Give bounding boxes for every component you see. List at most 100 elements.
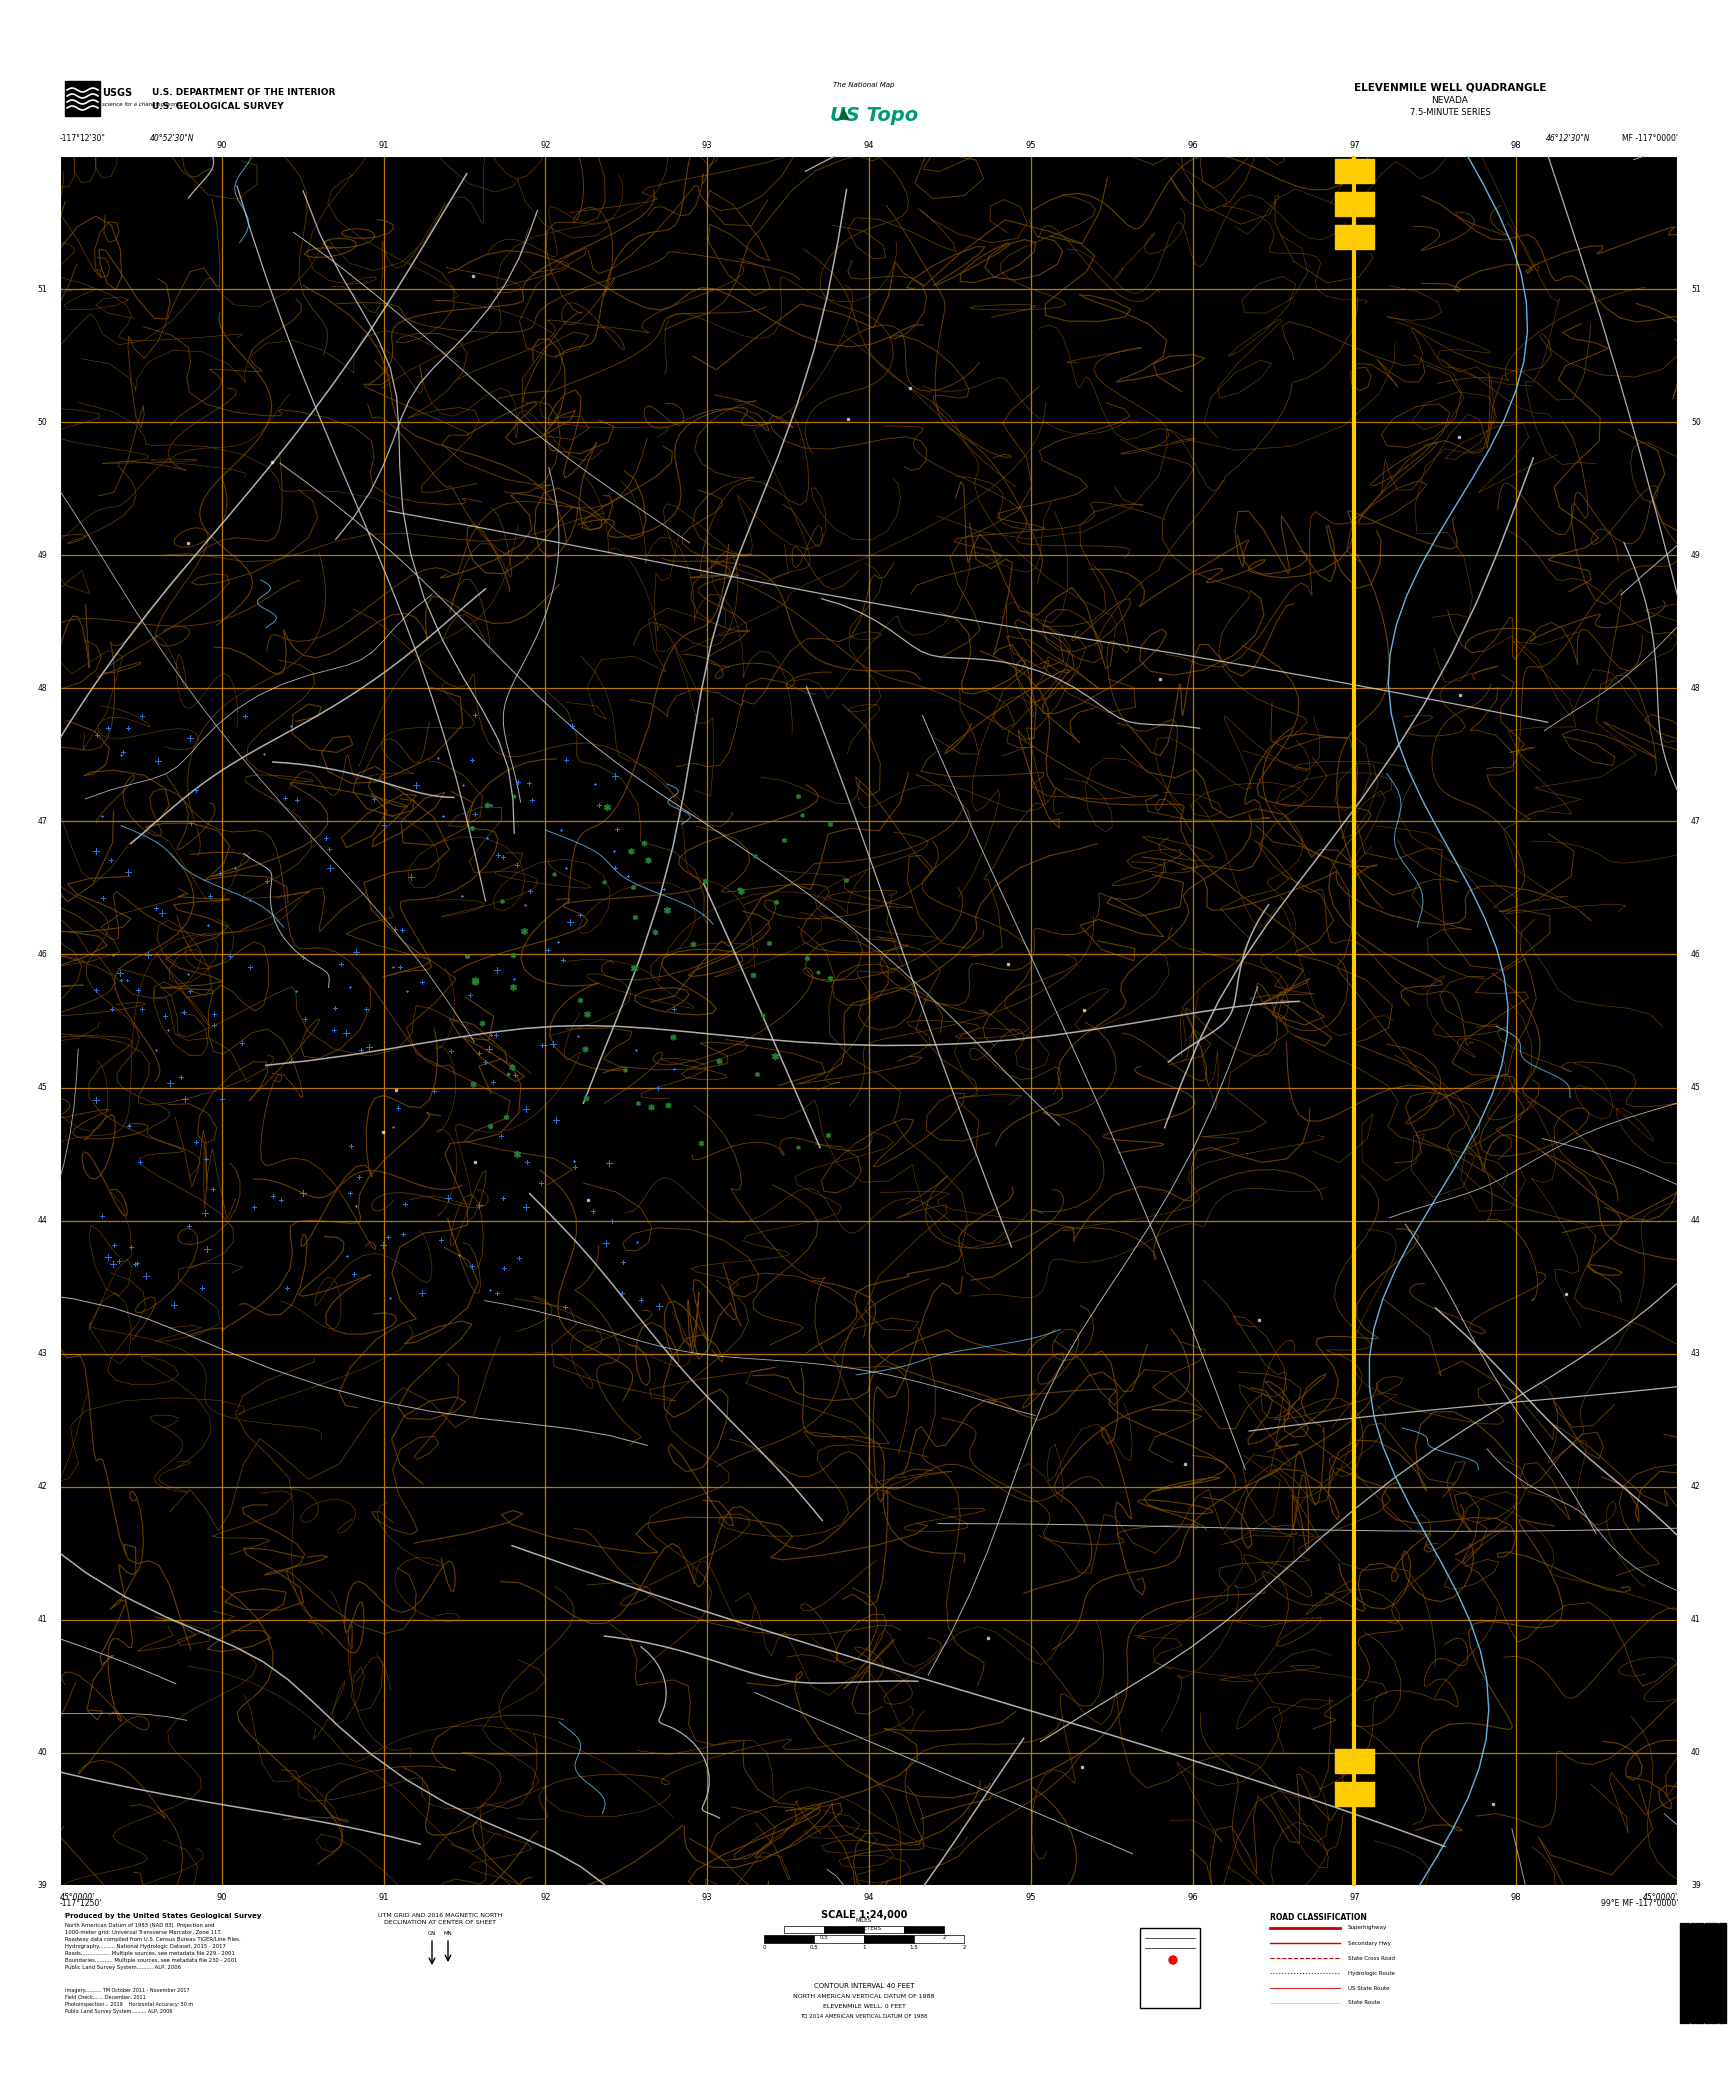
Text: 45°0000': 45°0000' bbox=[60, 1892, 95, 1902]
Text: ▲: ▲ bbox=[838, 106, 850, 121]
Bar bbox=[904, 1925, 943, 1933]
Text: 46: 46 bbox=[38, 950, 47, 958]
Text: 96: 96 bbox=[1187, 140, 1198, 150]
Text: 0: 0 bbox=[783, 1936, 786, 1940]
Text: 90: 90 bbox=[216, 1892, 226, 1902]
Text: 43: 43 bbox=[1692, 1349, 1700, 1357]
Text: 94: 94 bbox=[864, 140, 874, 150]
Text: 96: 96 bbox=[1187, 1892, 1198, 1902]
Text: 45: 45 bbox=[1692, 1084, 1700, 1092]
Text: State Cross Road: State Cross Road bbox=[1348, 1956, 1394, 1961]
Text: 98: 98 bbox=[1510, 140, 1522, 150]
Text: State Route: State Route bbox=[1348, 2000, 1381, 2004]
Text: 46°12'30"N: 46°12'30"N bbox=[1547, 134, 1590, 142]
Text: 92: 92 bbox=[541, 140, 551, 150]
Text: 90: 90 bbox=[216, 140, 226, 150]
Text: KILOMETERS: KILOMETERS bbox=[847, 1925, 881, 1931]
Bar bbox=[1336, 226, 1374, 248]
Circle shape bbox=[1170, 1956, 1177, 1965]
Text: Secondary Hwy: Secondary Hwy bbox=[1348, 1940, 1391, 1946]
Text: 43: 43 bbox=[38, 1349, 47, 1357]
Text: 1: 1 bbox=[862, 1936, 866, 1940]
Bar bbox=[764, 1936, 814, 1944]
Text: 1.5: 1.5 bbox=[900, 1936, 909, 1940]
Text: -117°1250': -117°1250' bbox=[60, 1898, 102, 1908]
Text: Superhighway: Superhighway bbox=[1348, 1925, 1388, 1931]
Text: 41: 41 bbox=[1692, 1616, 1700, 1624]
Text: U.S. GEOLOGICAL SURVEY: U.S. GEOLOGICAL SURVEY bbox=[152, 102, 283, 111]
Text: US Topo: US Topo bbox=[829, 106, 918, 125]
Text: 39: 39 bbox=[38, 1881, 47, 1890]
Text: 40°52'30"N: 40°52'30"N bbox=[149, 134, 194, 142]
Text: Imagery........... TM October 2011 - November 2017
Field Check....... December, : Imagery........... TM October 2011 - Nov… bbox=[66, 1988, 194, 2015]
Bar bbox=[1697, 1923, 1700, 2023]
Text: -117°12'30": -117°12'30" bbox=[60, 134, 105, 142]
Text: US State Route: US State Route bbox=[1348, 1986, 1389, 1990]
Text: science for a changing world: science for a changing world bbox=[102, 102, 181, 106]
Text: 50: 50 bbox=[38, 418, 47, 426]
Text: 45°0000': 45°0000' bbox=[1643, 1892, 1678, 1902]
Bar bbox=[1336, 1750, 1374, 1773]
Text: 46: 46 bbox=[1692, 950, 1700, 958]
Text: 92: 92 bbox=[541, 1892, 551, 1902]
Text: ELEVENMILE WELL, 0 FEET: ELEVENMILE WELL, 0 FEET bbox=[823, 2004, 905, 2009]
Text: 2: 2 bbox=[942, 1936, 945, 1940]
Text: 95: 95 bbox=[1025, 1892, 1037, 1902]
Text: 45: 45 bbox=[38, 1084, 47, 1092]
Text: 42: 42 bbox=[1692, 1482, 1700, 1491]
Text: 0.5: 0.5 bbox=[819, 1936, 828, 1940]
Text: 7.5-MINUTE SERIES: 7.5-MINUTE SERIES bbox=[1410, 109, 1490, 117]
Text: USGS: USGS bbox=[102, 88, 131, 98]
Text: U.S. DEPARTMENT OF THE INTERIOR: U.S. DEPARTMENT OF THE INTERIOR bbox=[152, 88, 335, 96]
Text: 41: 41 bbox=[38, 1616, 47, 1624]
Text: Produced by the United States Geological Survey: Produced by the United States Geological… bbox=[66, 1913, 261, 1919]
Text: UTM GRID AND 2016 MAGNETIC NORTH
DECLINATION AT CENTER OF SHEET: UTM GRID AND 2016 MAGNETIC NORTH DECLINA… bbox=[378, 1913, 503, 1925]
Text: ROAD CLASSIFICATION: ROAD CLASSIFICATION bbox=[1270, 1913, 1367, 1921]
Text: 1: 1 bbox=[862, 1946, 866, 1950]
Text: 91: 91 bbox=[378, 140, 389, 150]
Text: 51: 51 bbox=[38, 284, 47, 294]
Bar bbox=[1336, 1783, 1374, 1806]
Text: 40: 40 bbox=[1692, 1748, 1700, 1758]
Text: 2: 2 bbox=[962, 1946, 966, 1950]
Text: NORTH AMERICAN VERTICAL DATUM OF 1988: NORTH AMERICAN VERTICAL DATUM OF 1988 bbox=[793, 1994, 935, 1998]
Bar bbox=[1707, 1923, 1711, 2023]
Bar bbox=[824, 1925, 864, 1933]
Text: 47: 47 bbox=[38, 816, 47, 827]
Bar bbox=[914, 1936, 964, 1944]
Bar bbox=[864, 1925, 904, 1933]
Text: 93: 93 bbox=[702, 1892, 712, 1902]
Bar bbox=[785, 1925, 824, 1933]
Text: 49: 49 bbox=[38, 551, 47, 560]
Bar bbox=[1336, 192, 1374, 215]
Text: 44: 44 bbox=[1692, 1215, 1700, 1226]
Text: North American Datum of 1983 (NAD 83). Projection and
1000-meter grid: Universal: North American Datum of 1983 (NAD 83). P… bbox=[66, 1923, 240, 1969]
Text: 44: 44 bbox=[38, 1215, 47, 1226]
Text: 48: 48 bbox=[38, 683, 47, 693]
Text: 97: 97 bbox=[1350, 140, 1360, 150]
Text: ELEVENMILE WELL QUADRANGLE: ELEVENMILE WELL QUADRANGLE bbox=[1353, 81, 1547, 92]
Text: 91: 91 bbox=[378, 1892, 389, 1902]
Text: 97: 97 bbox=[1350, 1892, 1360, 1902]
Text: 93: 93 bbox=[702, 140, 712, 150]
Bar bbox=[864, 1936, 914, 1944]
Bar bbox=[66, 81, 100, 117]
Text: GN: GN bbox=[429, 1931, 435, 1936]
Text: 40: 40 bbox=[38, 1748, 47, 1758]
Text: MN: MN bbox=[444, 1931, 453, 1936]
Text: NEVADA: NEVADA bbox=[1431, 96, 1469, 104]
Text: TO 2014 AMERICAN VERTICAL DATUM OF 1988: TO 2014 AMERICAN VERTICAL DATUM OF 1988 bbox=[800, 2015, 928, 2019]
Text: 95: 95 bbox=[1025, 140, 1037, 150]
Text: 48: 48 bbox=[1692, 683, 1700, 693]
Text: MILES: MILES bbox=[855, 1919, 873, 1923]
Text: 51: 51 bbox=[1692, 284, 1700, 294]
Bar bbox=[814, 1936, 864, 1944]
Text: 0: 0 bbox=[762, 1946, 766, 1950]
Text: CONTOUR INTERVAL 40 FEET: CONTOUR INTERVAL 40 FEET bbox=[814, 1984, 914, 1990]
Text: MF -117°0000': MF -117°0000' bbox=[1623, 134, 1678, 142]
Text: 1.5: 1.5 bbox=[909, 1946, 918, 1950]
Bar bbox=[1723, 1923, 1725, 2023]
Text: SCALE 1:24,000: SCALE 1:24,000 bbox=[821, 1911, 907, 1921]
Text: 39: 39 bbox=[1692, 1881, 1700, 1890]
Text: 42: 42 bbox=[38, 1482, 47, 1491]
